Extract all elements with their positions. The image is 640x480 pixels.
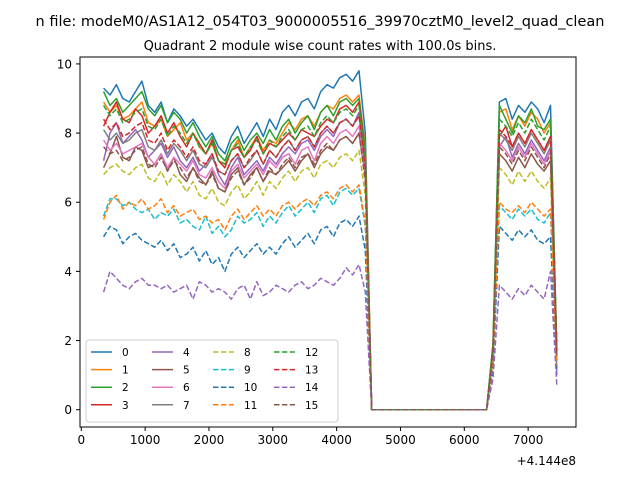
series-line-8 [103, 149, 558, 411]
legend-label-9: 9 [244, 365, 251, 377]
series-line-15 [103, 132, 558, 411]
chart-title: Quadrant 2 module wise count rates with … [144, 39, 497, 54]
x-offset-label: +4.144e8 [517, 454, 576, 468]
legend-label-13: 13 [305, 365, 318, 377]
series-line-9 [102, 187, 558, 411]
x-tick-label: 4000 [321, 433, 352, 447]
legend-label-3: 3 [122, 400, 129, 412]
legend-label-12: 12 [305, 347, 318, 359]
x-tick-label: 1000 [130, 433, 161, 447]
x-tick-label: 5000 [385, 433, 416, 447]
legend-label-4: 4 [183, 347, 190, 359]
legend-label-0: 0 [122, 347, 129, 359]
x-tick-label: 6000 [449, 433, 480, 447]
plot-lines [102, 70, 558, 411]
legend-label-10: 10 [244, 382, 257, 394]
x-tick-label: 7000 [513, 433, 544, 447]
series-line-14 [102, 263, 558, 411]
x-tick-label: 2000 [194, 433, 225, 447]
legend-box [85, 339, 339, 423]
y-tick-label: 4 [64, 265, 72, 279]
y-tick-label: 8 [64, 127, 72, 141]
legend-label-14: 14 [305, 382, 319, 394]
y-tick-label: 10 [57, 57, 72, 71]
y-tick-label: 6 [64, 196, 72, 210]
axes-frame [79, 56, 577, 428]
y-tick-label: 0 [64, 403, 72, 417]
figure-suptitle: n file: modeM0/AS1A12_054T03_9000005516_… [36, 14, 605, 30]
legend-label-15: 15 [305, 400, 318, 412]
x-tick-label: 3000 [258, 433, 289, 447]
legend-label-11: 11 [244, 400, 257, 412]
legend-label-7: 7 [183, 400, 190, 412]
legend-label-6: 6 [183, 382, 190, 394]
y-tick-label: 2 [64, 334, 72, 348]
legend-label-1: 1 [122, 365, 129, 377]
x-tick-label: 0 [77, 433, 85, 447]
legend-label-8: 8 [244, 347, 251, 359]
legend-label-2: 2 [122, 382, 129, 394]
legend-label-5: 5 [183, 365, 190, 377]
